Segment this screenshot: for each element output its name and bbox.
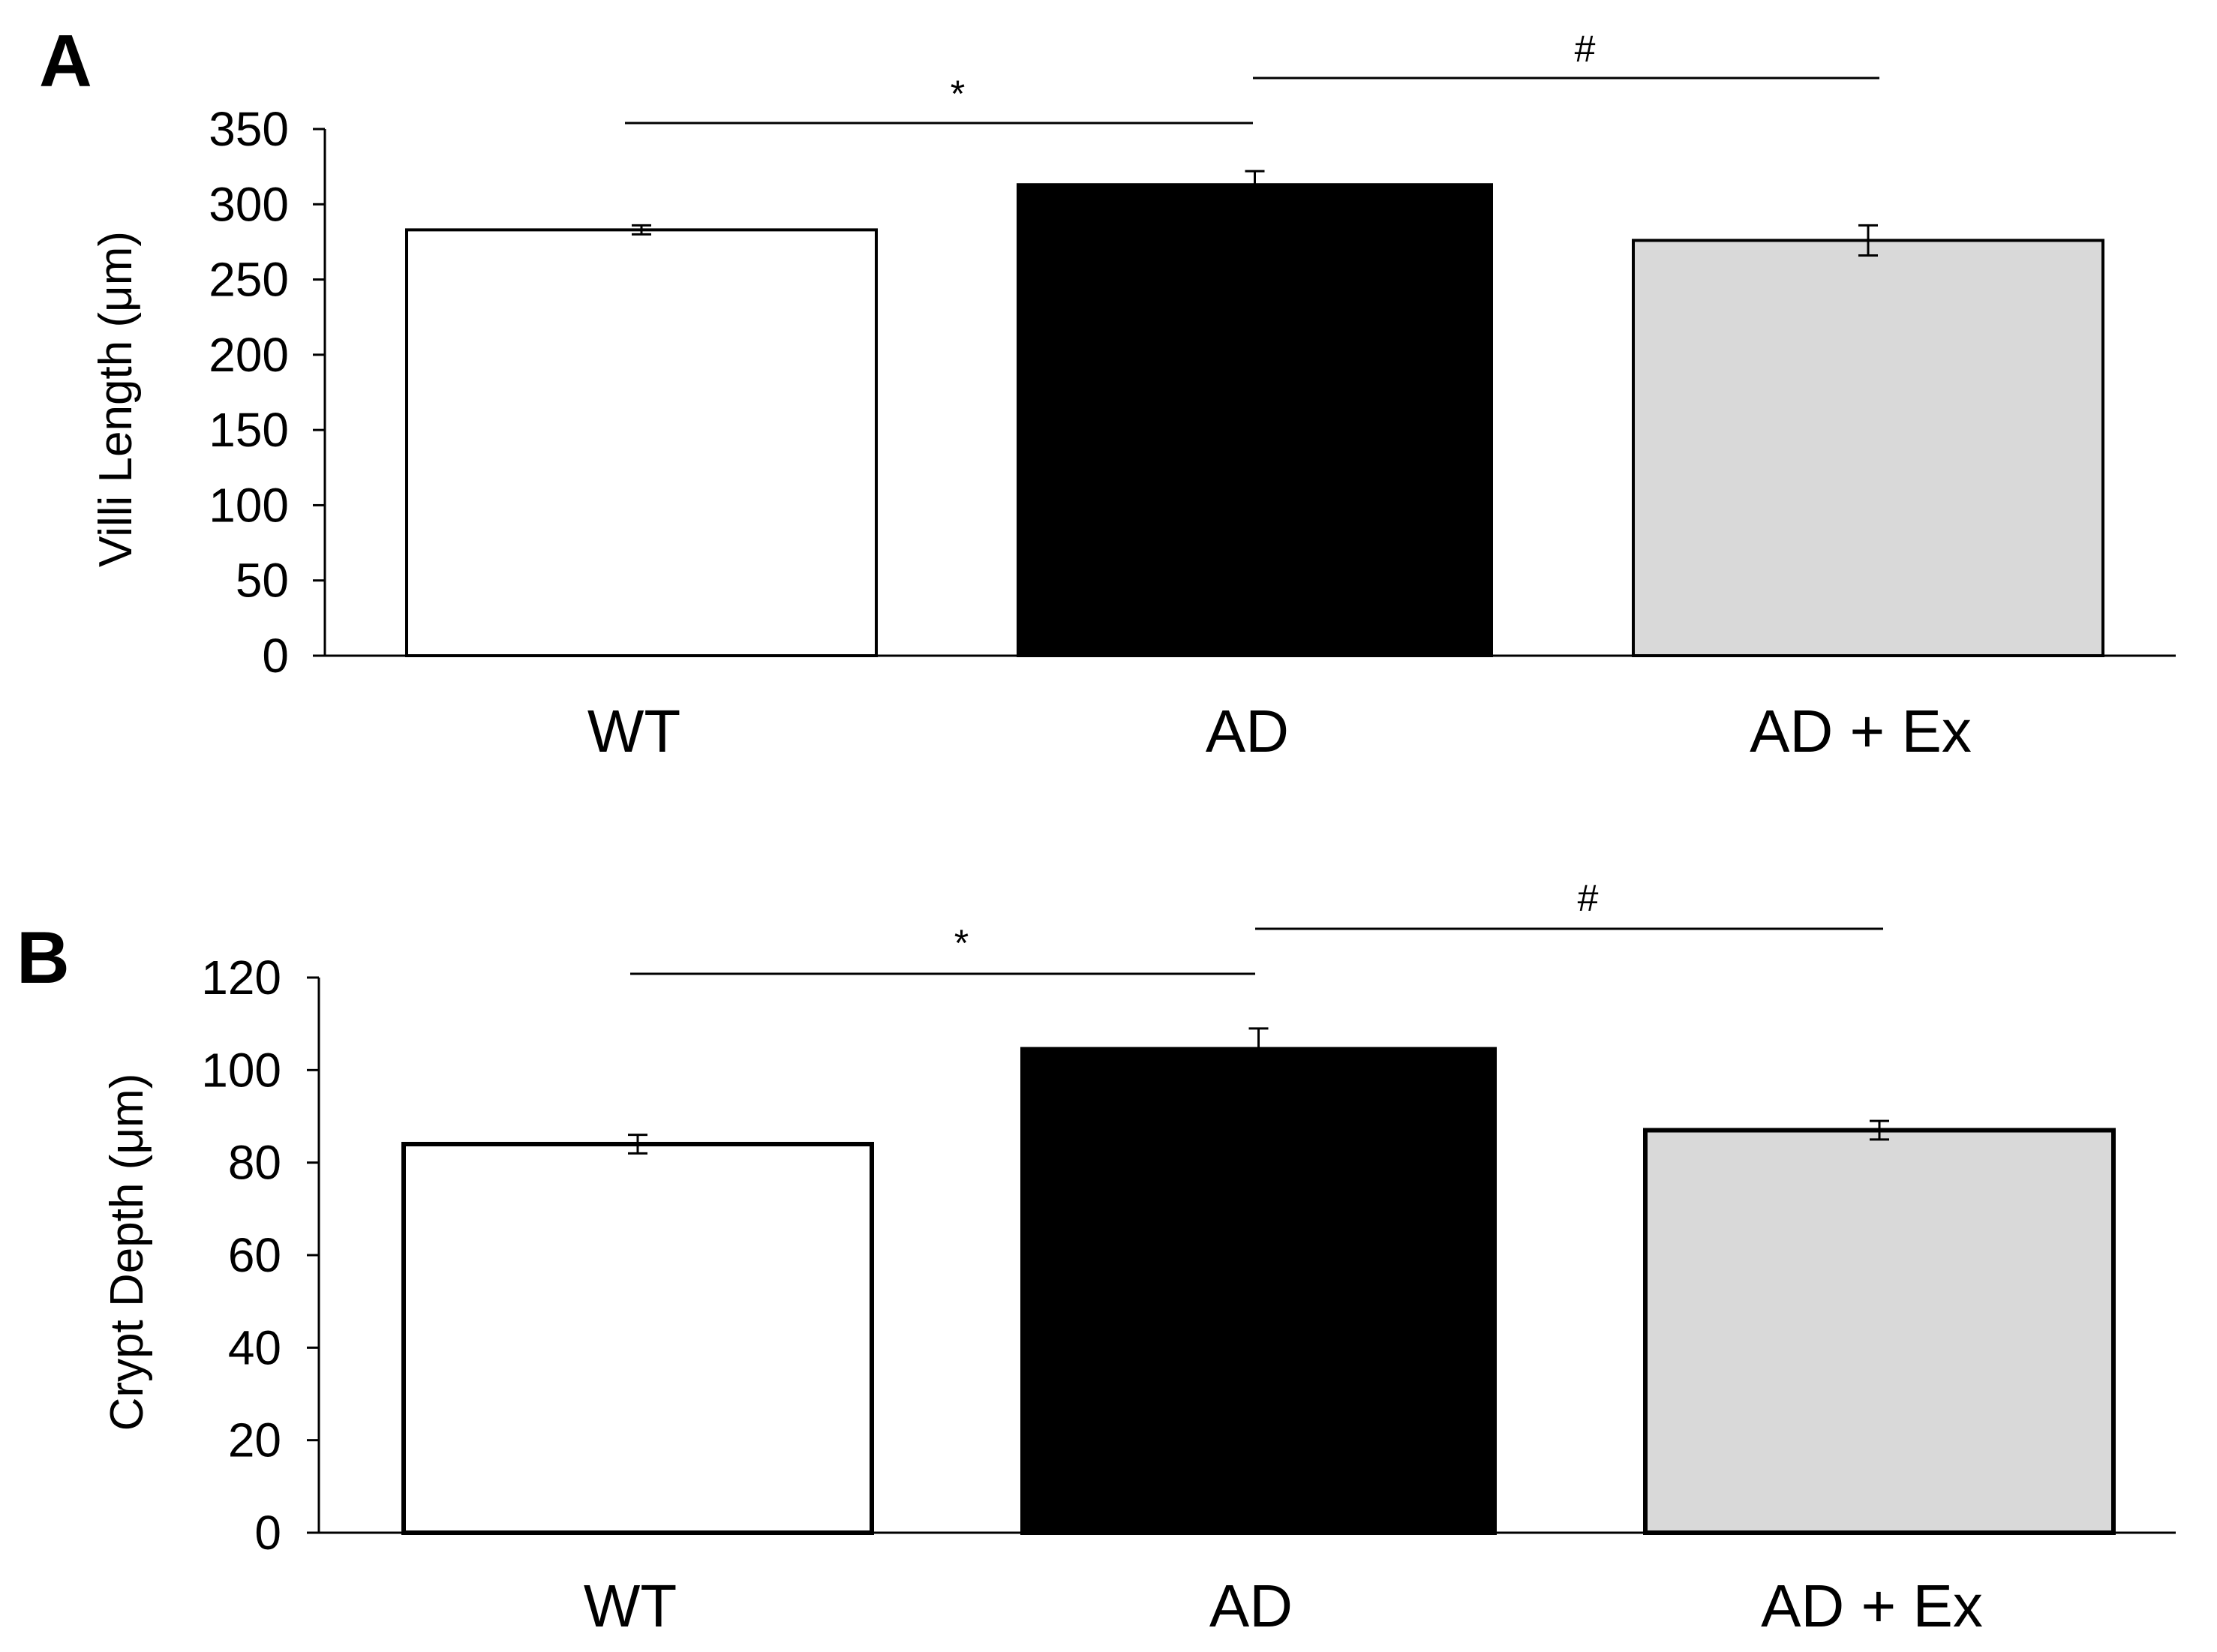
y-tick-label: 200 xyxy=(209,328,289,382)
y-tick-label: 120 xyxy=(201,951,281,1005)
y-tick-label: 50 xyxy=(236,554,289,608)
bar-ad xyxy=(1020,1047,1497,1536)
bar-ad-ex xyxy=(1643,1128,2116,1535)
y-tick-label: 300 xyxy=(209,177,289,231)
bar-ad xyxy=(1017,183,1493,657)
significance-mark: # xyxy=(1575,28,1596,70)
x-category-label: AD xyxy=(1206,698,1289,764)
significance-mark: * xyxy=(951,73,965,115)
y-tick-label: 40 xyxy=(228,1320,281,1374)
y-tick-label: 80 xyxy=(228,1136,281,1190)
y-tick-label: 250 xyxy=(209,253,289,307)
y-tick-label: 60 xyxy=(228,1228,281,1282)
y-tick-label: 100 xyxy=(201,1043,281,1097)
bar-wt xyxy=(405,228,878,657)
panel-label-b: B xyxy=(17,916,70,999)
y-tick-label: 20 xyxy=(228,1413,281,1467)
x-category-label: WT xyxy=(584,1572,677,1639)
x-category-label: WT xyxy=(587,698,680,764)
y-tick-label: 0 xyxy=(254,1506,281,1560)
y-tick-label: 350 xyxy=(209,102,289,156)
panel-label-a: A xyxy=(39,20,92,102)
y-tick-label: 100 xyxy=(209,478,289,532)
panel-b-chart: B Crypt Depth (μm) 0 20 40 60 80 100 120 WT AD AD… xyxy=(17,877,2176,1639)
y-tick-label: 0 xyxy=(262,629,289,683)
bar-wt xyxy=(401,1142,874,1535)
y-tick-label: 150 xyxy=(209,403,289,457)
significance-mark: * xyxy=(954,922,969,964)
significance-mark: # xyxy=(1578,877,1599,919)
panel-a-chart: A Villi Length (μm) 0 50 100 150 200 250 300 35… xyxy=(39,20,2176,764)
bar-ad-ex xyxy=(1632,239,2104,657)
x-category-label: AD xyxy=(1209,1572,1293,1639)
y-axis-title-villi-length: Villi Length (μm) xyxy=(90,231,142,567)
x-category-label: AD + Ex xyxy=(1761,1572,1983,1639)
x-category-label: AD + Ex xyxy=(1750,698,1972,764)
y-axis-title-crypt-depth: Crypt Depth (μm) xyxy=(101,1074,153,1431)
